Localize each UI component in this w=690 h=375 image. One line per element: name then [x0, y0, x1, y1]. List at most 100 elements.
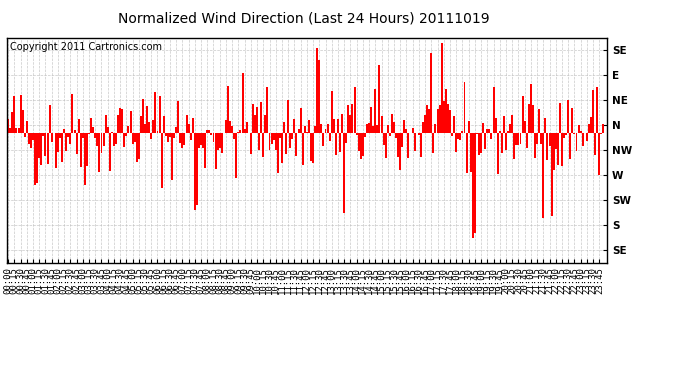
Bar	[287, 100, 289, 132]
Bar	[571, 108, 573, 132]
Bar	[331, 91, 333, 132]
Bar	[522, 96, 524, 132]
Bar	[38, 132, 40, 158]
Bar	[241, 74, 244, 132]
Bar	[97, 132, 98, 146]
Bar	[55, 132, 57, 168]
Bar	[86, 132, 88, 166]
Bar	[532, 105, 534, 132]
Bar	[167, 132, 169, 142]
Bar	[223, 132, 225, 133]
Bar	[402, 132, 403, 147]
Bar	[119, 108, 121, 132]
Bar	[424, 116, 426, 132]
Bar	[155, 92, 157, 132]
Bar	[304, 126, 306, 132]
Bar	[202, 132, 204, 148]
Bar	[196, 132, 198, 205]
Bar	[90, 118, 92, 132]
Bar	[34, 132, 36, 185]
Bar	[260, 102, 262, 132]
Bar	[561, 132, 563, 166]
Bar	[397, 132, 399, 157]
Bar	[341, 114, 343, 132]
Bar	[505, 132, 507, 150]
Bar	[322, 132, 324, 146]
Bar	[213, 132, 215, 142]
Bar	[316, 48, 318, 132]
Bar	[177, 100, 179, 132]
Bar	[53, 132, 55, 133]
Bar	[353, 87, 355, 132]
Bar	[159, 96, 161, 132]
Bar	[152, 120, 155, 132]
Bar	[536, 132, 538, 144]
Bar	[308, 120, 310, 132]
Bar	[165, 132, 167, 136]
Bar	[370, 107, 372, 132]
Bar	[395, 132, 397, 138]
Bar	[161, 132, 163, 188]
Bar	[472, 132, 474, 237]
Bar	[542, 132, 544, 218]
Bar	[229, 122, 231, 132]
Bar	[400, 132, 401, 170]
Bar	[326, 123, 328, 132]
Bar	[457, 132, 460, 139]
Bar	[277, 132, 279, 173]
Bar	[509, 124, 511, 132]
Bar	[250, 132, 252, 154]
Bar	[586, 132, 588, 141]
Bar	[447, 104, 449, 132]
Bar	[46, 132, 48, 164]
Bar	[95, 132, 96, 138]
Bar	[598, 132, 600, 175]
Bar	[602, 124, 604, 132]
Bar	[445, 88, 447, 132]
Bar	[42, 132, 44, 136]
Bar	[426, 105, 428, 132]
Bar	[588, 124, 590, 132]
Bar	[466, 132, 468, 173]
Bar	[328, 132, 331, 141]
Bar	[380, 116, 382, 132]
Bar	[206, 130, 208, 132]
Bar	[596, 87, 598, 132]
Bar	[221, 132, 223, 153]
Bar	[372, 126, 374, 132]
Bar	[66, 132, 67, 152]
Bar	[136, 132, 138, 162]
Bar	[520, 132, 522, 144]
Bar	[408, 132, 409, 158]
Bar	[534, 132, 536, 158]
Bar	[580, 131, 582, 132]
Bar	[528, 104, 530, 132]
Bar	[441, 42, 443, 132]
Bar	[28, 132, 30, 144]
Bar	[142, 99, 144, 132]
Bar	[157, 131, 159, 132]
Bar	[497, 132, 499, 174]
Bar	[173, 132, 175, 138]
Bar	[84, 132, 86, 185]
Bar	[569, 132, 571, 159]
Bar	[343, 132, 345, 213]
Bar	[366, 124, 368, 132]
Bar	[464, 82, 466, 132]
Bar	[140, 116, 142, 132]
Bar	[412, 128, 413, 132]
Bar	[109, 132, 111, 171]
Bar	[414, 132, 415, 152]
Bar	[482, 123, 484, 132]
Bar	[244, 129, 246, 132]
Bar	[383, 132, 384, 145]
Bar	[40, 132, 42, 165]
Bar	[443, 101, 445, 132]
Bar	[524, 121, 526, 132]
Bar	[437, 109, 439, 132]
Bar	[347, 105, 349, 132]
Bar	[357, 132, 359, 151]
Bar	[314, 126, 316, 132]
Bar	[378, 65, 380, 132]
Bar	[181, 132, 184, 148]
